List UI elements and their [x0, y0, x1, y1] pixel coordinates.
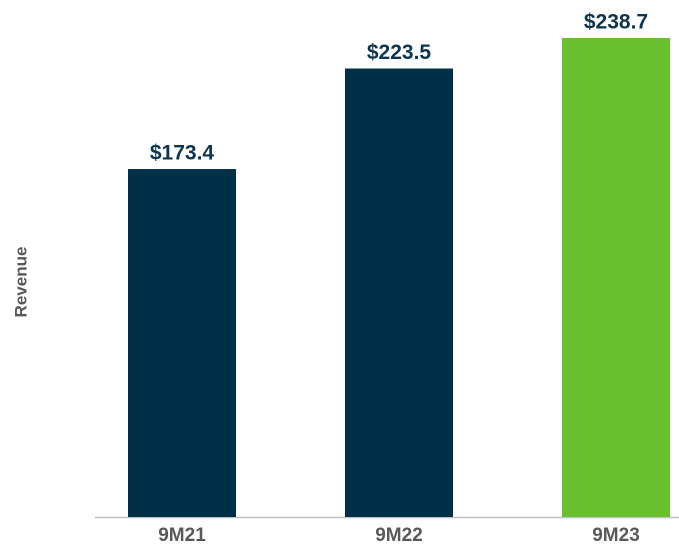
data-label: $223.5 — [367, 41, 432, 64]
x-tick-label: 9M22 — [375, 525, 423, 546]
x-tick-label: 9M23 — [592, 525, 640, 546]
bar — [562, 38, 670, 517]
x-tick-label: 9M21 — [158, 525, 206, 546]
bar — [128, 169, 236, 517]
data-label: $238.7 — [584, 11, 648, 34]
data-label: $173.4 — [150, 142, 215, 165]
bar — [345, 68, 453, 517]
y-axis-label: Revenue — [11, 247, 30, 318]
